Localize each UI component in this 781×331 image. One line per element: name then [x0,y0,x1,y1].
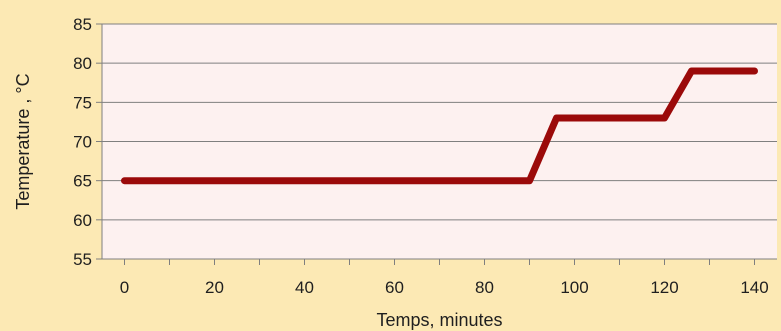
x-axis-title: Temps, minutes [376,310,502,330]
x-tick-label-120: 120 [650,278,678,297]
y-tick-label-70: 70 [73,133,92,152]
series-layer [121,67,758,185]
x-tick-label-20: 20 [205,278,224,297]
y-tick-label-55: 55 [73,250,92,269]
x-tick-label-100: 100 [560,278,588,297]
tick-labels: 55 60 65 70 75 80 85 0 20 40 60 80 100 120 140 [73,15,769,297]
x-tick-label-0: 0 [120,278,129,297]
y-axis-title: Temperature , °C [13,73,33,209]
y-tick-label-85: 85 [73,15,92,34]
x-tick-label-80: 80 [475,278,494,297]
x-tick-label-60: 60 [385,278,404,297]
x-tick-label-140: 140 [740,278,768,297]
y-tick-label-80: 80 [73,54,92,73]
y-tick-label-75: 75 [73,93,92,112]
y-tick-label-65: 65 [73,172,92,191]
axes [96,23,777,265]
x-tick-label-40: 40 [295,278,314,297]
y-tick-label-60: 60 [73,211,92,230]
series-line-0 [121,67,758,185]
